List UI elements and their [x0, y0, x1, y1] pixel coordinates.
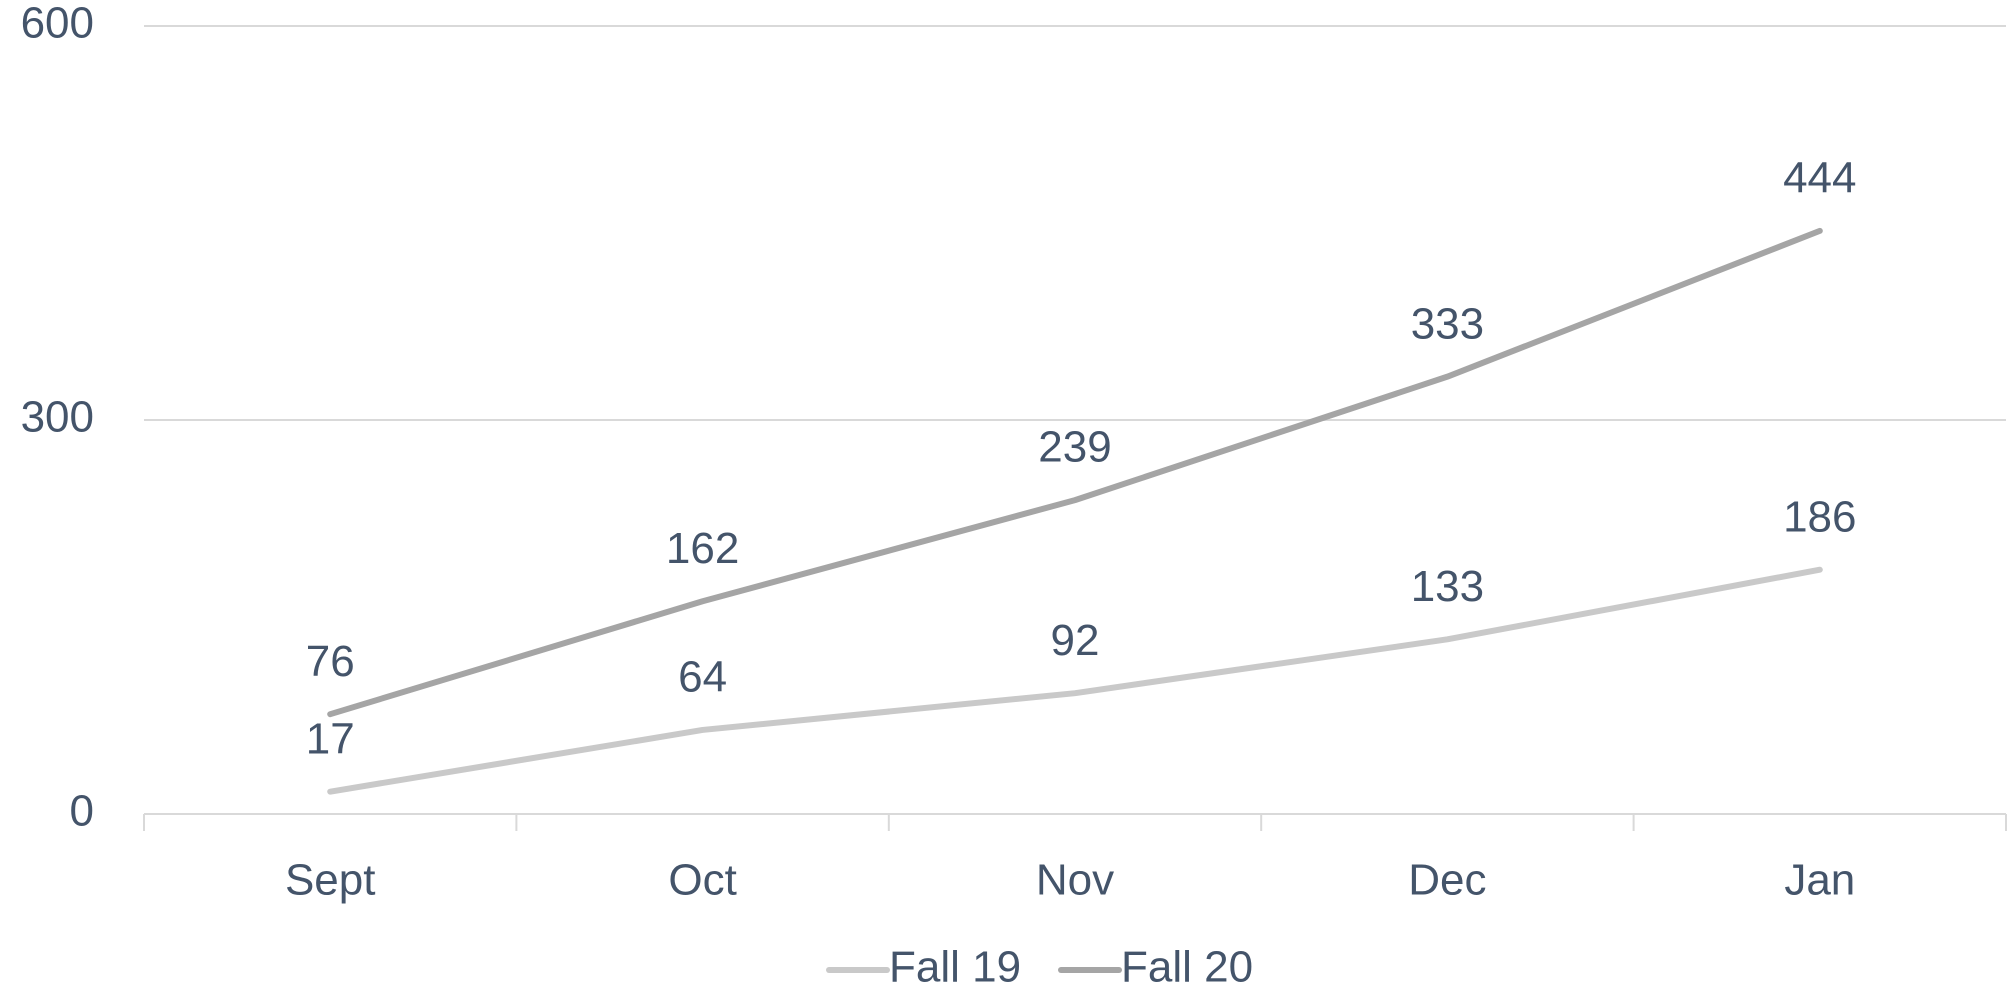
data-label: 239	[1038, 423, 1111, 472]
y-tick-label: 300	[21, 393, 94, 442]
series-line	[327, 566, 1823, 795]
x-tick-label: Sept	[285, 856, 376, 905]
x-tick-label: Nov	[1036, 856, 1114, 905]
data-label: 133	[1411, 562, 1484, 611]
data-label: 17	[306, 714, 355, 763]
data-label: 76	[306, 637, 355, 686]
series-line	[327, 227, 1823, 718]
data-label: 444	[1783, 154, 1856, 203]
data-label: 92	[1051, 616, 1100, 665]
legend-label: Fall 20	[1121, 943, 1253, 992]
data-label: 186	[1783, 492, 1856, 541]
data-label: 64	[678, 653, 727, 702]
x-tick-label: Dec	[1408, 856, 1486, 905]
data-label: 333	[1411, 299, 1484, 348]
y-tick-label: 0	[70, 787, 94, 836]
x-tick-label: Jan	[1784, 856, 1855, 905]
y-tick-label: 600	[21, 0, 94, 48]
legend-label: Fall 19	[889, 943, 1021, 992]
x-tick-label: Oct	[668, 856, 736, 905]
data-label: 162	[666, 524, 739, 573]
